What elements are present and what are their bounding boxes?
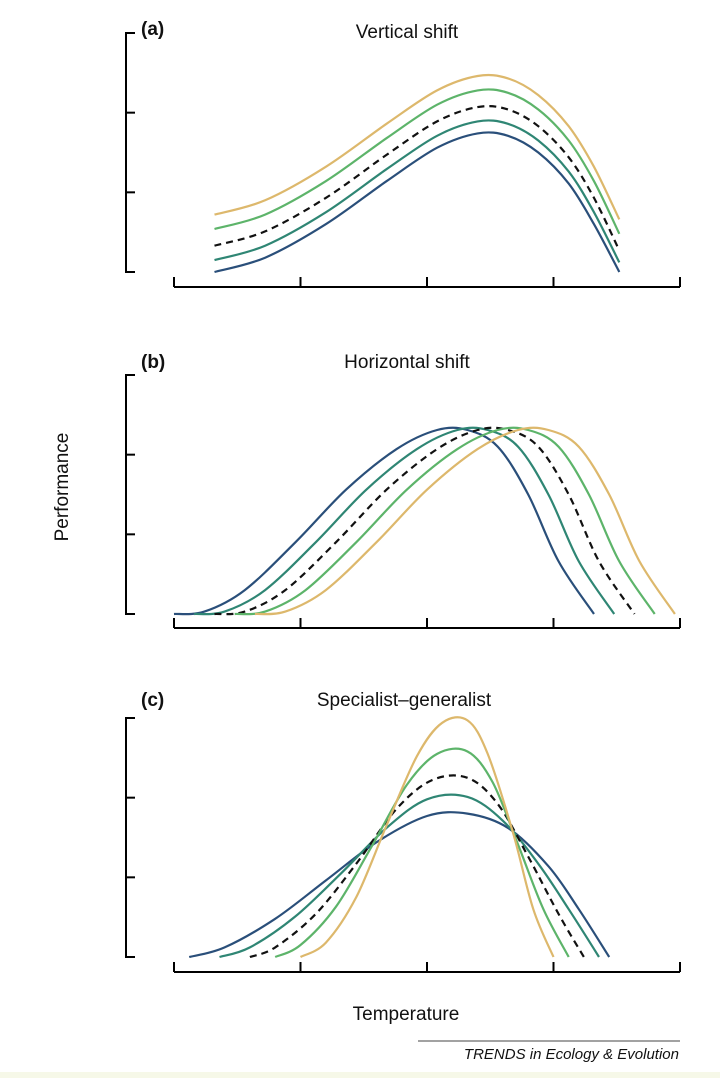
panel-c-curve-teal: [219, 793, 600, 959]
panel-b-letter: (b): [141, 352, 165, 373]
panel-a-curve-tan: [214, 73, 621, 220]
credit-text: TRENDS in Ecology & Evolution: [464, 1046, 679, 1063]
panel-c-curve-tan: [299, 716, 555, 958]
panel-c-title: Specialist–generalist: [317, 690, 492, 711]
panel-b-curve-green: [234, 426, 656, 616]
panel-c-curve-dashed: [249, 774, 585, 959]
panel-c-curve-darkblue: [188, 811, 611, 959]
panel-c-curves: [188, 716, 611, 959]
panel-a-axes: [125, 32, 681, 288]
panel-a-curve-teal: [214, 119, 621, 263]
y-axis-label: Performance: [52, 433, 73, 542]
panel-c-letter: (c): [141, 690, 164, 711]
panel-b-curve-darkblue: [173, 426, 595, 616]
panel-a-curve-dashed: [214, 105, 621, 251]
panel-c-curve-green: [274, 747, 570, 959]
panel-b-curve-tan: [254, 426, 676, 616]
panel-a-curve-green: [214, 88, 621, 235]
panel-b: (b) Horizontal shift: [125, 352, 681, 629]
panel-b-curve-teal: [194, 426, 616, 616]
x-axis-label: Temperature: [353, 1004, 460, 1025]
panel-b-curve-dashed: [214, 426, 636, 616]
panel-a-curves: [214, 73, 621, 274]
panel-a-letter: (a): [141, 19, 164, 40]
bottom-strip: [0, 1072, 720, 1078]
panel-c-axes: [125, 717, 681, 973]
panel-b-curves: [173, 426, 676, 616]
panel-b-axes: [125, 374, 681, 629]
panel-a-title: Vertical shift: [356, 22, 459, 43]
panel-a-curve-darkblue: [214, 131, 621, 274]
panel-b-title: Horizontal shift: [344, 352, 470, 373]
panel-c: (c) Specialist–generalist: [125, 690, 681, 973]
panel-a: (a) Vertical shift: [125, 19, 681, 288]
